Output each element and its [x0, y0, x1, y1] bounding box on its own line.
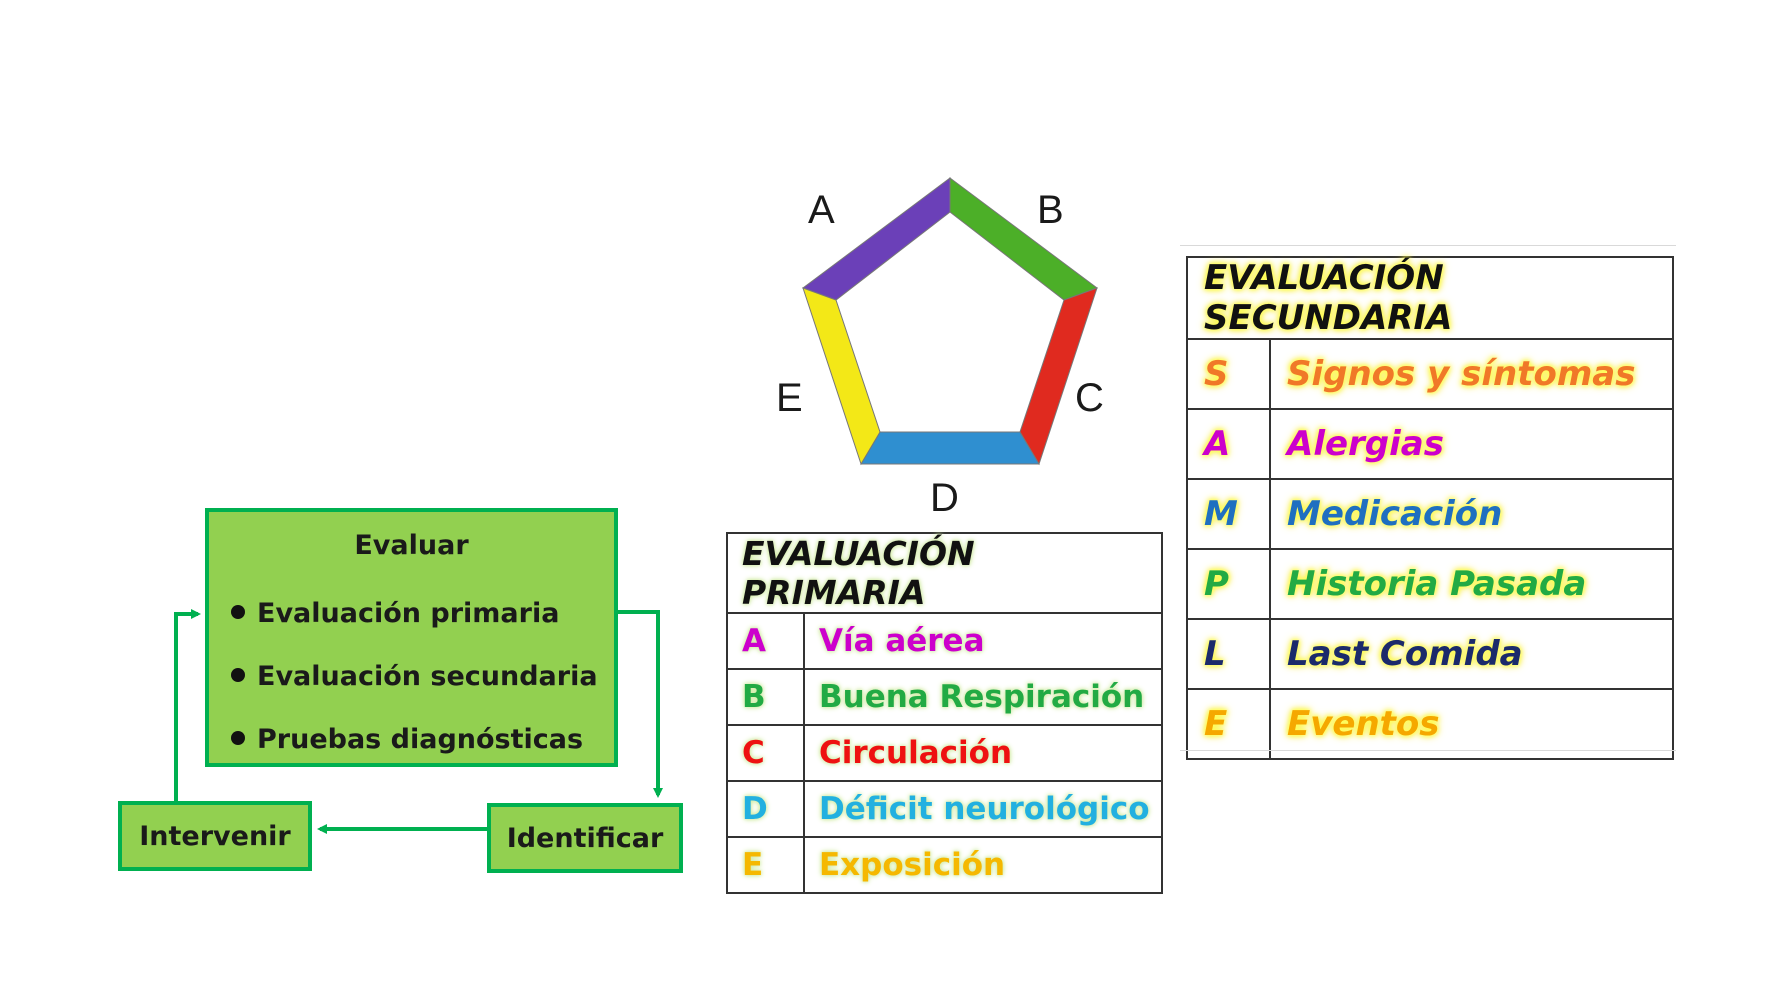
table-title: EVALUACIÓN PRIMARIA — [726, 532, 1163, 614]
pentagon-label-d: D — [930, 476, 959, 520]
pentagon-label-b: B — [1037, 188, 1064, 232]
segment-e — [802, 287, 881, 466]
row-term: Historia Pasada — [1269, 548, 1674, 620]
arrow-evaluar-to-identificar — [618, 610, 663, 798]
row-letter: S — [1186, 338, 1271, 410]
segment-d — [860, 431, 1040, 465]
bullet-text: Pruebas diagnósticas — [257, 724, 584, 755]
pentagon-label-c: C — [1075, 376, 1104, 420]
bullet-icon — [231, 667, 245, 682]
row-letter: L — [1186, 618, 1271, 690]
table-row: A Vía aérea — [726, 612, 1163, 670]
row-term: Last Comida — [1269, 618, 1674, 690]
secondary-assessment-table: EVALUACIÓN SECUNDARIA S Signos y síntomas… — [1186, 256, 1674, 760]
row-letter: E — [1186, 688, 1271, 760]
identificar-label: Identificar — [506, 822, 664, 854]
table-row: P Historia Pasada — [1186, 548, 1674, 620]
table-title: EVALUACIÓN SECUNDARIA — [1186, 256, 1674, 340]
table-row: E Exposición — [726, 836, 1163, 894]
row-letter: A — [1186, 408, 1271, 480]
primary-assessment-table: EVALUACIÓN PRIMARIA A Vía aérea B Buena Res… — [726, 532, 1163, 894]
row-letter: B — [726, 668, 805, 726]
row-term: Vía aérea — [803, 612, 1163, 670]
row-letter: E — [726, 836, 805, 894]
intervenir-box: Intervenir — [118, 801, 312, 871]
table-row: A Alergias — [1186, 408, 1674, 480]
table-row: B Buena Respiración — [726, 668, 1163, 726]
row-term: Buena Respiración — [803, 668, 1163, 726]
table-row: C Circulación — [726, 724, 1163, 782]
row-term: Signos y síntomas — [1269, 338, 1674, 410]
row-term: Alergias — [1269, 408, 1674, 480]
bullet-text: Evaluación primaria — [257, 598, 560, 629]
row-letter: D — [726, 780, 805, 838]
table-row: M Medicación — [1186, 478, 1674, 550]
row-letter: A — [726, 612, 805, 670]
table-row: D Déficit neurológico — [726, 780, 1163, 838]
identificar-box: Identificar — [487, 803, 683, 873]
row-term: Déficit neurológico — [803, 780, 1163, 838]
segment-b — [949, 177, 1099, 301]
bullet-text: Evaluación secundaria — [257, 661, 598, 692]
bullet-item: Evaluación primaria — [231, 598, 559, 629]
bullet-item: Pruebas diagnósticas — [231, 724, 583, 755]
divider — [1180, 245, 1676, 246]
evaluar-title: Evaluar — [354, 530, 469, 561]
bullet-item: Evaluación secundaria — [231, 661, 598, 692]
arrow-intervenir-to-evaluar — [174, 609, 201, 801]
pentagon-label-a: A — [808, 188, 835, 232]
evaluar-box: Evaluar Evaluación primaria Evaluación s… — [205, 508, 618, 767]
row-term: Eventos — [1269, 688, 1674, 760]
row-term: Medicación — [1269, 478, 1674, 550]
row-letter: C — [726, 724, 805, 782]
intervenir-label: Intervenir — [139, 820, 291, 852]
table-row: L Last Comida — [1186, 618, 1674, 690]
pentagon-label-e: E — [776, 376, 803, 420]
bullet-icon — [231, 730, 245, 745]
row-term: Exposición — [803, 836, 1163, 894]
table-row: E Eventos — [1186, 688, 1674, 760]
abcde-pentagon — [801, 177, 1099, 466]
divider — [1180, 750, 1676, 751]
table-row: S Signos y síntomas — [1186, 338, 1674, 410]
row-letter: P — [1186, 548, 1271, 620]
row-term: Circulación — [803, 724, 1163, 782]
row-letter: M — [1186, 478, 1271, 550]
bullet-icon — [231, 604, 245, 619]
